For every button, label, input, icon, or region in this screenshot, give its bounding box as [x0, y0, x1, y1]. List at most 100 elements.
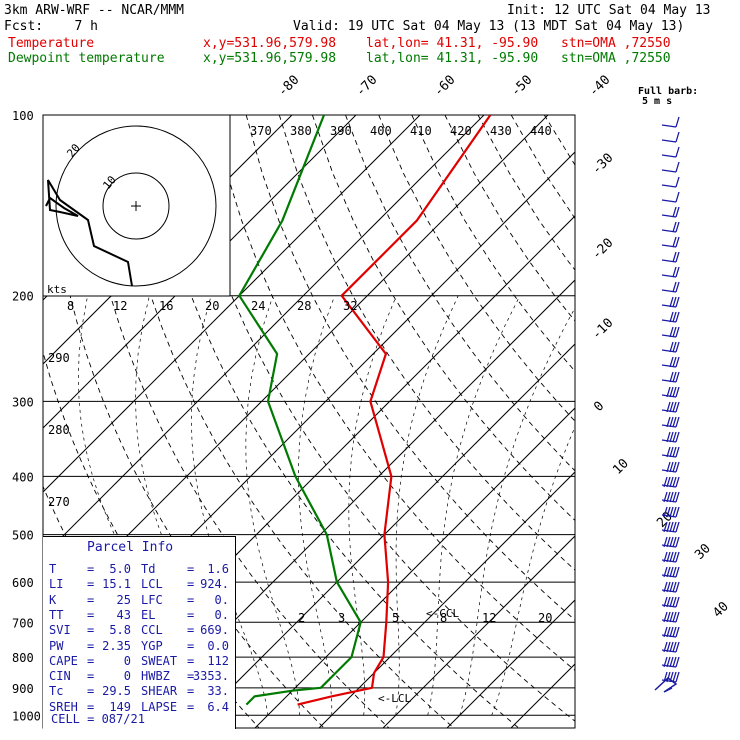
- wind-barb: [661, 341, 680, 353]
- parcel-eq: =: [187, 577, 195, 592]
- profile-dewpoint-temperature: [238, 115, 362, 706]
- dry-adiabat: [411, 115, 575, 372]
- dry-adiabat: [46, 115, 325, 728]
- barb-legend-text: Full barb:: [638, 86, 698, 97]
- isotherm-line: [254, 407, 575, 728]
- theta-label: 420: [450, 124, 472, 138]
- dry-adiabat: [212, 115, 575, 671]
- parcel-label: YGP: [141, 638, 163, 653]
- wind-barb: [661, 206, 680, 218]
- theta-label: 410: [410, 124, 432, 138]
- parcel-value: 25: [116, 592, 131, 607]
- theta-label: 440: [530, 124, 552, 138]
- wind-barb: [661, 296, 680, 308]
- dry-adiabat: [477, 115, 575, 271]
- parcel-info-title: Parcel Info: [87, 540, 174, 555]
- parcel-value: 43: [116, 607, 131, 622]
- dry-adiabat: [113, 115, 455, 728]
- wind-barb: [661, 461, 680, 473]
- parcel-value: 15.1: [102, 577, 131, 592]
- pressure-label: 1000: [12, 709, 41, 723]
- mixing-ratio-label: 5: [392, 611, 399, 625]
- parcel-value: 0: [123, 653, 131, 668]
- pressure-label: 300: [12, 395, 34, 409]
- wind-barb: [661, 521, 680, 533]
- parcel-label: LFC: [141, 592, 163, 607]
- annotation-ccl: <-CCL: [426, 607, 459, 620]
- mixing-ratio-label: 2: [298, 611, 305, 625]
- isotherm-label: -80: [275, 73, 302, 100]
- isotherm-line: [43, 115, 421, 493]
- wind-barb: [661, 176, 680, 188]
- mixing-ratio-label: 20: [538, 611, 552, 625]
- isotherm-label: 30: [692, 541, 714, 563]
- legend-dewpoint-coords: x,y=531.96,579.98: [203, 51, 337, 66]
- isotherm-line: [574, 727, 575, 728]
- wind-barb: [661, 191, 680, 203]
- parcel-eq: =: [87, 623, 95, 638]
- parcel-eq: =: [187, 684, 195, 699]
- hodograph-speed-tick: 16: [159, 299, 173, 313]
- wind-barb: [661, 641, 680, 653]
- theta-low-label: 280: [48, 423, 70, 437]
- parcel-label: CCL: [141, 623, 163, 638]
- parcel-label: Tc: [49, 684, 64, 699]
- wind-barb: [661, 236, 680, 248]
- parcel-row: PW = 2.35 YGP = 0.0: [49, 639, 231, 653]
- wind-barb: [661, 656, 680, 668]
- legend-dewpoint: Dewpoint temperature: [8, 51, 165, 66]
- isotherm-label: -50: [508, 73, 535, 100]
- wind-barb: [661, 146, 680, 158]
- parcel-label: SHEAR: [141, 684, 178, 699]
- parcel-label: CAPE: [49, 653, 78, 668]
- pressure-label: 700: [12, 616, 34, 630]
- wind-barb: [661, 431, 680, 443]
- mixing-ratio-label: 3: [338, 611, 345, 625]
- isotherm-label: -30: [589, 151, 616, 178]
- hodograph-speed-tick: 28: [297, 299, 311, 313]
- theta-low-label: 270: [48, 495, 70, 509]
- wind-barb: [661, 251, 680, 263]
- wind-barb: [661, 401, 680, 413]
- parcel-eq: =: [87, 592, 95, 607]
- dry-adiabat: [577, 115, 740, 728]
- parcel-value: 3353.: [192, 669, 229, 684]
- legend-temperature: Temperature: [8, 36, 95, 51]
- hodograph-trace: [45, 179, 133, 287]
- parcel-label: LI: [49, 577, 64, 592]
- legend-dewpoint-latlon: lat,lon= 41.31, -95.90: [366, 51, 539, 66]
- parcel-label: Td: [141, 562, 156, 576]
- annotation-lcl: <-LCL: [378, 692, 411, 705]
- parcel-label: TT: [49, 607, 64, 622]
- parcel-row: TT = 43 EL = 0.: [49, 608, 231, 622]
- isotherm-line: [190, 343, 575, 728]
- wind-barb: [661, 581, 680, 593]
- wind-barb: [661, 626, 680, 638]
- parcel-value: 112: [207, 653, 229, 668]
- isotherm-label: -20: [589, 236, 616, 263]
- theta-label: 430: [490, 124, 512, 138]
- parcel-eq: =: [87, 669, 95, 684]
- parcel-value: 149: [109, 699, 131, 714]
- hodograph-ring-outer: [55, 125, 217, 287]
- isotherm-label: -60: [431, 73, 458, 100]
- parcel-row: T = 5.0 Td = 1.6: [49, 562, 231, 576]
- parcel-label: HWBZ: [141, 669, 170, 684]
- theta-label: 390: [330, 124, 352, 138]
- isotherm-line: [382, 535, 575, 728]
- wind-barb: [661, 371, 680, 383]
- hodograph-speed-tick: 24: [251, 299, 265, 313]
- plot-border: [42, 114, 576, 729]
- pressure-label: 400: [12, 470, 34, 484]
- mixing-ratio-label: 8: [440, 611, 447, 625]
- wind-barb-cluster: [654, 677, 678, 693]
- parcel-row: CIN = 0 HWBZ = 3353.: [49, 669, 231, 683]
- parcel-value: 2.35: [102, 638, 131, 653]
- wind-barb: [661, 476, 680, 488]
- dry-adiabat: [444, 115, 575, 322]
- parcel-row: SVI = 5.8 CCL = 669.: [49, 623, 231, 637]
- legend-temperature-coords: x,y=531.96,579.98: [203, 36, 337, 51]
- wind-barb: [661, 566, 680, 578]
- parcel-eq: =: [187, 562, 195, 576]
